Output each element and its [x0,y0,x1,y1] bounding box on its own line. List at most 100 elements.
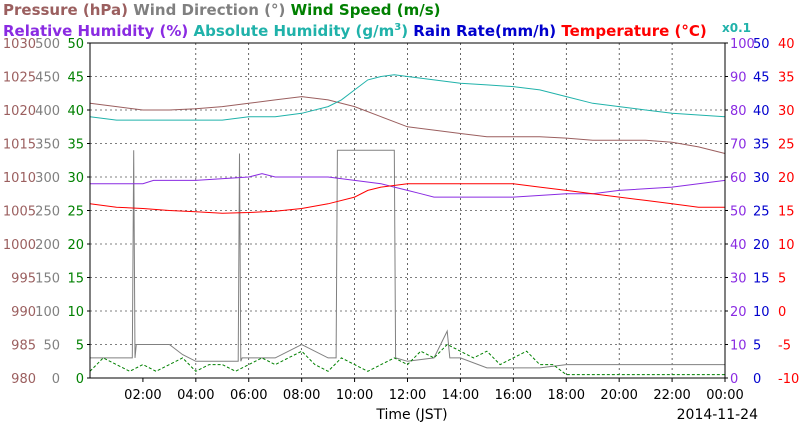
y-tick-temperature: 0 [778,305,786,320]
y-tick-wind-direction: 500 [35,37,60,52]
legend-entry-wind-direction: Wind Direction (°) [128,1,285,19]
y-tick-wind-direction: 450 [35,71,60,86]
legend-entry-relative-humidity: Relative Humidity (%) [3,22,188,40]
y-tick-temperature: 40 [778,37,795,52]
y-tick-temperature: 5 [778,272,786,287]
y-tick-rain-rate: 50 [753,37,770,52]
y-tick-pressure: 985 [11,339,36,354]
x-tick-label: 02:00 [124,388,161,403]
y-tick-humidity: 100 [730,37,755,52]
series-line-relative-humidity [90,173,726,198]
legend-row-2: Relative Humidity (%) Absolute Humidity … [3,22,707,40]
y-tick-wind-speed: 15 [67,272,84,287]
y-tick-wind-direction: 100 [35,305,60,320]
x-axis-label: Time (JST) [375,407,447,423]
x-tick-label: 12:00 [389,388,426,403]
y-tick-wind-direction: 350 [35,138,60,153]
x01-scale-note: x0.1 [722,21,751,35]
y-tick-wind-direction: 200 [35,238,60,253]
y-tick-wind-speed: 5 [76,339,84,354]
series-line-wind-direction [90,149,725,369]
y-tick-temperature: -10 [778,372,799,387]
y-tick-wind-speed: 25 [67,205,84,220]
series-line-pressure-hpa [89,96,726,154]
x-tick-label: 10:00 [336,388,373,403]
y-tick-rain-rate: 25 [753,205,770,220]
y-tick-temperature: 25 [778,138,795,153]
date-label: 2014-11-24 [677,407,758,423]
y-tick-pressure: 1025 [3,71,36,86]
y-tick-rain-rate: 0 [753,372,761,387]
y-tick-wind-direction: 250 [35,205,60,220]
y-tick-rain-rate: 10 [753,305,770,320]
y-tick-wind-speed: 30 [67,171,84,186]
series-line-absolute-humidity-g-m3 [89,74,726,121]
legend-text: Relative Humidity (%) Absolute Humidity … [3,22,707,40]
y-tick-humidity: 50 [730,205,747,220]
grid [90,43,726,378]
y-tick-humidity: 90 [730,71,747,86]
y-tick-pressure: 1020 [3,104,36,119]
y-tick-humidity: 80 [730,104,747,119]
legend-tail: ) [401,22,408,40]
y-tick-rain-rate: 30 [753,171,770,186]
x-tick-label: 04:00 [177,388,214,403]
x-tick-label: 20:00 [600,388,637,403]
y-tick-wind-direction: 50 [43,339,60,354]
y-tick-wind-speed: 20 [67,238,84,253]
y-tick-wind-direction: 300 [35,171,60,186]
y-tick-rain-rate: 45 [753,71,770,86]
legend-superscript: 3 [394,22,401,33]
y-tick-rain-rate: 15 [753,272,770,287]
y-tick-wind-speed: 35 [67,138,84,153]
y-tick-temperature: 10 [778,238,795,253]
y-tick-wind-speed: 40 [67,104,84,119]
y-tick-rain-rate: 40 [753,104,770,119]
y-tick-humidity: 0 [730,372,738,387]
x-tick-label: 00:00 [706,388,743,403]
x-tick-label: 08:00 [283,388,320,403]
x-tick-label: 22:00 [653,388,690,403]
y-tick-wind-speed: 0 [76,372,84,387]
y-tick-pressure: 1010 [3,171,36,186]
y-tick-temperature: 15 [778,205,795,220]
y-tick-humidity: 60 [730,171,747,186]
y-axes: 1030102510201015101010051000995990985980… [3,37,799,387]
series-line-wind-speed-m-s [89,343,725,376]
x-tick-label: 06:00 [230,388,267,403]
y-tick-temperature: 35 [778,71,795,86]
y-tick-humidity: 70 [730,138,747,153]
y-tick-rain-rate: 35 [753,138,770,153]
series-layer [89,74,726,379]
legend-entry-wind-speed-m-s: Wind Speed (m/s) [285,1,440,19]
y-tick-wind-speed: 10 [67,305,84,320]
y-tick-wind-speed: 45 [67,71,84,86]
y-tick-temperature: -5 [778,339,791,354]
y-tick-wind-direction: 0 [52,372,60,387]
x-axis-ticks: 02:00 04:00 06:00 08:00 10:00 12:00 14:00 16:00… [124,378,744,403]
legend-entry-absolute-humidity-g-m: Absolute Humidity (g/m [188,22,394,40]
y-tick-pressure: 1005 [3,205,36,220]
y-tick-pressure: 995 [11,272,36,287]
y-tick-pressure: 980 [11,372,36,387]
y-tick-wind-direction: 400 [35,104,60,119]
x-tick-label: 14:00 [442,388,479,403]
y-tick-pressure: 990 [11,305,36,320]
legend-entry-temperature-c: Temperature (°C) [556,22,707,40]
y-tick-wind-direction: 150 [35,272,60,287]
x-tick-label: 16:00 [495,388,532,403]
y-tick-rain-rate: 20 [753,238,770,253]
x-tick-label: 18:00 [548,388,585,403]
legend-row-1: Pressure (hPa) Wind Direction (°) Wind S… [3,1,441,19]
legend-text: Pressure (hPa) Wind Direction (°) Wind S… [3,1,441,19]
y-tick-rain-rate: 5 [753,339,761,354]
y-tick-humidity: 10 [730,339,747,354]
y-tick-temperature: 20 [778,171,795,186]
y-tick-wind-speed: 50 [67,37,84,52]
series-line-temperature-c [89,183,725,214]
y-tick-humidity: 40 [730,238,747,253]
y-tick-temperature: 30 [778,104,795,119]
y-tick-humidity: 20 [730,305,747,320]
legend-entry-rain-rate-mm-h: Rain Rate(mm/h) [408,22,556,40]
